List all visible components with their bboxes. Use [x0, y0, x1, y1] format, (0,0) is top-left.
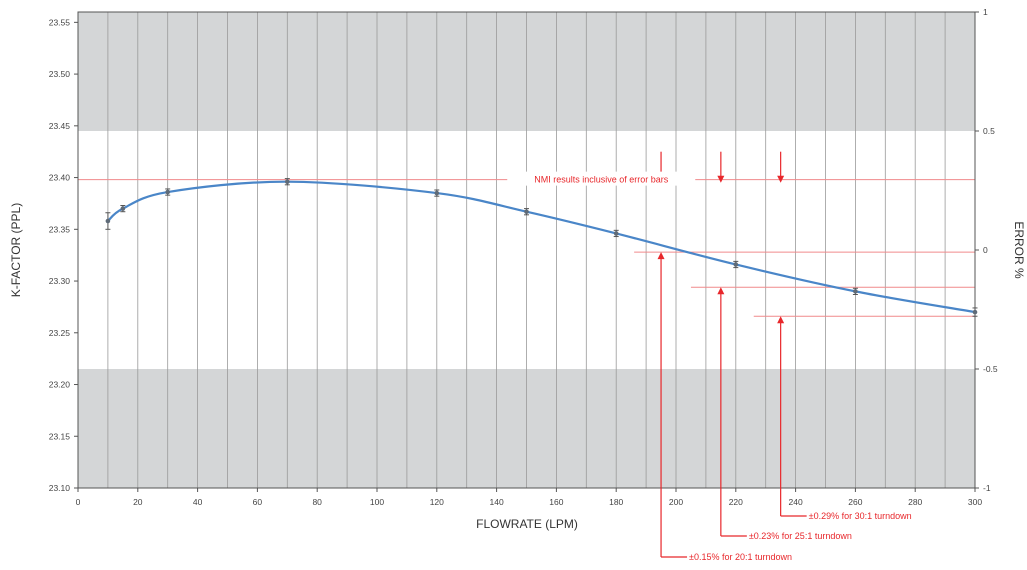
- y-tick-label-23.20: 23.20: [49, 380, 71, 390]
- data-point-260: [853, 289, 858, 294]
- y2-tick-label-0.5: 0.5: [983, 126, 995, 136]
- x-tick-label-40: 40: [193, 497, 203, 507]
- y-axis-ticks: 23.10 23.15 23.20 23.25 23.30 23.35 23.40 23.45…: [49, 17, 78, 493]
- annotation-nmi-bg: [507, 171, 696, 186]
- y-axis-title: K-FACTOR (PPL): [9, 203, 23, 297]
- x-tick-label-160: 160: [549, 497, 563, 507]
- y-tick-label-23.55: 23.55: [49, 17, 71, 27]
- data-point-180: [613, 231, 619, 236]
- data-point-70: [285, 179, 290, 185]
- data-point-10: [105, 218, 111, 224]
- data-point-300: [972, 309, 978, 315]
- y-tick-label-23.50: 23.50: [49, 69, 71, 79]
- x-tick-label-120: 120: [430, 497, 444, 507]
- x-tick-label-80: 80: [312, 497, 322, 507]
- y2-axis-ticks: -1 -0.5 0 0.5 1: [975, 7, 998, 493]
- y2-tick-label-0: 0: [983, 245, 988, 255]
- x-tick-label-280: 280: [908, 497, 922, 507]
- x-tick-label-220: 220: [729, 497, 743, 507]
- x-tick-label-200: 200: [669, 497, 683, 507]
- annotations-layer: NMI results inclusive of error bars ±0.15…: [507, 151, 912, 562]
- x-tick-label-260: 260: [848, 497, 862, 507]
- y-tick-label-23.15: 23.15: [49, 431, 71, 441]
- down-arrow-head-1: [717, 175, 725, 183]
- data-point-150: [524, 209, 529, 215]
- x-tick-label-140: 140: [490, 497, 504, 507]
- y-tick-label-23.40: 23.40: [49, 173, 71, 183]
- x-tick-label-180: 180: [609, 497, 623, 507]
- y2-tick-label--0.5: -0.5: [983, 364, 998, 374]
- x-tick-label-60: 60: [253, 497, 263, 507]
- data-point-15: [120, 206, 126, 211]
- x-tick-label-20: 20: [133, 497, 143, 507]
- y-tick-label-23.35: 23.35: [49, 224, 71, 234]
- x-axis-title: FLOWRATE (LPM): [476, 517, 578, 531]
- y-tick-label-23.25: 23.25: [49, 328, 71, 338]
- data-point-120: [434, 190, 440, 196]
- annotation-label-1: ±0.15% for 20:1 turndown: [689, 552, 792, 562]
- y-tick-label-23.10: 23.10: [49, 483, 71, 493]
- x-tick-label-240: 240: [789, 497, 803, 507]
- y-tick-label-23.30: 23.30: [49, 276, 71, 286]
- x-axis-ticks: 0 20 40 60 80 100 120 140 160 180 200 220 240 260 280 3…: [76, 488, 982, 507]
- annotation-label-2: ±0.23% for 25:1 turndown: [749, 531, 852, 541]
- annotation-arrow-head-3: [777, 316, 785, 324]
- x-tick-label-0: 0: [76, 497, 81, 507]
- annotation-label-3: ±0.29% for 30:1 turndown: [809, 511, 912, 521]
- annotation-arrow-head-1: [657, 252, 665, 260]
- vertical-gridlines: [107, 12, 946, 488]
- x-tick-label-100: 100: [370, 497, 384, 507]
- annotation-nmi-results: NMI results inclusive of error bars: [534, 175, 669, 185]
- annotation-arrow-head-2: [717, 287, 725, 295]
- data-point-30: [165, 189, 170, 195]
- x-tick-label-300: 300: [968, 497, 982, 507]
- data-point-220: [733, 262, 739, 267]
- series-line-0: [107, 180, 976, 314]
- series-layer: [105, 178, 978, 317]
- y2-tick-label--1: -1: [983, 483, 991, 493]
- down-arrow-head-2: [777, 175, 785, 183]
- y2-tick-label-1: 1: [983, 7, 988, 17]
- y2-axis-title: ERROR %: [1012, 221, 1026, 279]
- y-tick-label-23.45: 23.45: [49, 121, 71, 131]
